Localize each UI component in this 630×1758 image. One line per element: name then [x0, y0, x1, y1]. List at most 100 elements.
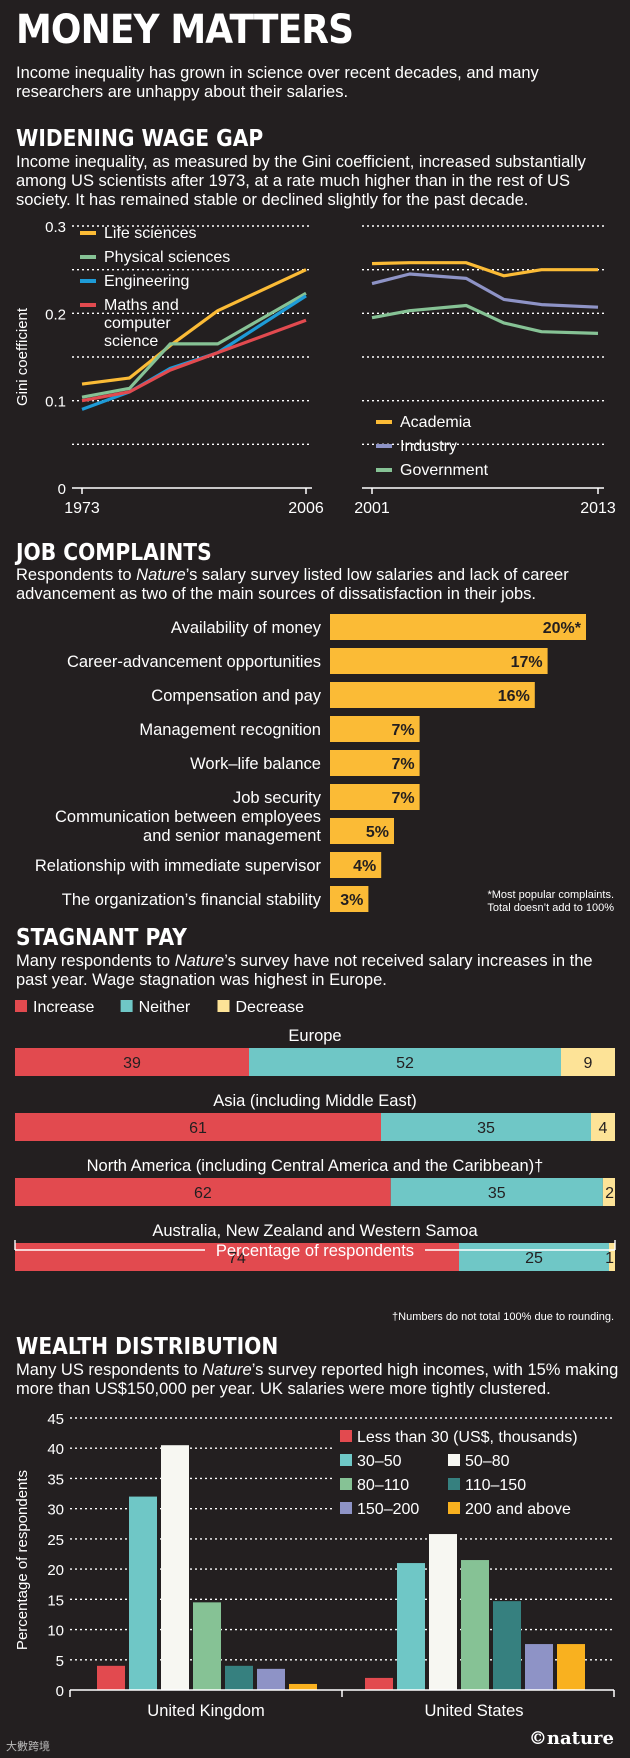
- complaint-bar: [330, 852, 382, 878]
- gini-legend-label: Industry: [400, 438, 457, 455]
- stagnant-axis-label: Percentage of respondents: [216, 1242, 414, 1260]
- complaint-label: The organization’s financial stability: [62, 891, 322, 909]
- gini-legend-label: Government: [400, 462, 489, 479]
- job-complaints-desc: Respondents to Nature’s salary survey li…: [16, 566, 569, 603]
- stagnant-segment: [15, 1178, 391, 1206]
- wealth-legend-label: 30–50: [357, 1453, 402, 1470]
- wealth-bar: [129, 1496, 157, 1690]
- wealth-legend-swatch: [340, 1478, 352, 1490]
- wealth-bar: [397, 1563, 425, 1690]
- gini-legend-label: Life sciences: [104, 225, 197, 242]
- stagnant-value: 62: [194, 1185, 212, 1202]
- stagnant-segment: [15, 1113, 381, 1141]
- gini-xtick: 2001: [354, 500, 390, 517]
- wealth-bar: [97, 1665, 125, 1690]
- stagnant-segment: [602, 1178, 615, 1206]
- stagnant-legend-label: Increase: [33, 999, 94, 1016]
- wealth-ytick: 10: [47, 1623, 64, 1640]
- gini-line-academia: [371, 261, 598, 278]
- wealth-bar: [525, 1644, 553, 1690]
- stagnant-chart: Increase Neither Decrease Europe 39 52 9 Asia (…: [14, 999, 616, 1271]
- wealth-legend-swatch: [448, 1478, 460, 1490]
- gini-xtick: 1973: [64, 500, 100, 517]
- complaint-bar: [330, 818, 394, 844]
- stagnant-value: 25: [525, 1250, 543, 1267]
- wealth-ytick: 0: [56, 1683, 64, 1700]
- wealth-legend-swatch: [340, 1430, 352, 1442]
- stagnant-segment: [459, 1243, 609, 1271]
- complaint-value: 20%*: [543, 620, 582, 637]
- stagnant-pay-desc: Many respondents to Nature’s survey have…: [16, 952, 593, 989]
- stagnant-region-label: North America (including Central America…: [87, 1157, 544, 1175]
- stagnant-value: 35: [477, 1120, 495, 1137]
- complaint-value: 7%: [391, 756, 414, 773]
- complaint-label: Job security: [233, 789, 322, 807]
- gini-xtick: 2013: [580, 500, 616, 517]
- wealth-chart: Percentage of respondents 0 5 10 15 20 25 30 35 4…: [14, 1411, 616, 1720]
- wealth-legend-swatch: [448, 1454, 460, 1466]
- stagnant-value: 4: [599, 1120, 608, 1137]
- complaints-chart: 20%* Availability of money 17% Career-advan…: [35, 614, 586, 912]
- gini-ytick: 0.1: [45, 394, 66, 411]
- complaint-value: 3%: [340, 892, 363, 909]
- wealth-bar: [557, 1644, 585, 1690]
- stagnant-value: 39: [123, 1055, 141, 1072]
- complaint-bar: [330, 682, 535, 708]
- gini-legend-label: Maths and computer science: [104, 297, 179, 350]
- stagnant-segment: [15, 1048, 249, 1076]
- stagnant-footnote: †Numbers do not total 100% due to roundi…: [392, 1311, 614, 1323]
- nature-logo: ©nature: [528, 1728, 614, 1749]
- gini-line-industry: [371, 272, 599, 309]
- complaint-value: 5%: [366, 824, 389, 841]
- wealth-legend-label: 50–80: [465, 1453, 510, 1470]
- stagnant-segment: [249, 1048, 561, 1076]
- wealth-bar: [225, 1665, 253, 1690]
- wealth-legend-label: 110–150: [465, 1477, 526, 1494]
- wealth-title: WEALTH DISTRIBUTION: [16, 1334, 279, 1360]
- wealth-ytick: 5: [56, 1653, 64, 1670]
- stagnant-value: 52: [396, 1055, 414, 1072]
- gini-legend-label: Engineering: [104, 273, 189, 290]
- complaint-label: Compensation and pay: [151, 687, 321, 705]
- wealth-legend-swatch: [448, 1502, 460, 1514]
- stagnant-segment: [609, 1243, 615, 1271]
- stagnant-legend-swatch: [15, 1000, 27, 1012]
- wealth-bar: [461, 1560, 489, 1690]
- complaint-label: Work–life balance: [190, 755, 321, 773]
- wealth-ylabel: Percentage of respondents: [14, 1470, 31, 1650]
- gini-legend-label: Academia: [400, 414, 471, 431]
- wealth-ytick: 25: [47, 1532, 64, 1549]
- complaint-value: 4%: [353, 858, 376, 875]
- stagnant-segment: [591, 1113, 615, 1141]
- gini-ytick: 0.2: [45, 306, 66, 323]
- complaint-bar: [330, 784, 420, 810]
- complaint-label: Communication between employees: [55, 808, 321, 826]
- wealth-desc: Many US respondents to Nature’s survey r…: [16, 1361, 619, 1398]
- wealth-bar: [161, 1445, 189, 1690]
- job-complaints-title: JOB COMPLAINTS: [16, 540, 212, 566]
- complaint-label: Career-advancement opportunities: [67, 653, 321, 671]
- complaint-bar: [330, 750, 420, 776]
- wealth-bar: [257, 1668, 285, 1690]
- stagnant-segment: [561, 1048, 615, 1076]
- stagnant-value: 2: [605, 1185, 614, 1202]
- gini-line-maths-and-computer-science: [81, 318, 307, 403]
- stagnant-segment: [381, 1113, 591, 1141]
- wealth-bar: [289, 1683, 317, 1690]
- page-title: MONEY MATTERS: [16, 7, 354, 53]
- complaint-bar: [330, 614, 586, 640]
- stagnant-region-label: Asia (including Middle East): [213, 1092, 417, 1110]
- wealth-bar: [193, 1602, 221, 1690]
- wealth-legend-label: 80–110: [357, 1477, 409, 1494]
- wealth-bar: [365, 1677, 393, 1690]
- complaint-value: 7%: [391, 790, 414, 807]
- wealth-legend-bg: [334, 1422, 616, 1514]
- gini-legend-label: Physical sciences: [104, 249, 230, 266]
- complaint-bar: [330, 716, 420, 742]
- stagnant-legend-swatch: [120, 1000, 133, 1012]
- wealth-bar: [429, 1534, 457, 1690]
- gini-chart: Gini coefficient 0 0.1 0.2 0.3 1973 2006 2001 20…: [14, 219, 616, 517]
- page-intro: Income inequality has grown in science o…: [16, 64, 539, 101]
- wealth-legend-label: 150–200: [357, 1501, 419, 1518]
- gini-ytick: 0: [58, 481, 66, 498]
